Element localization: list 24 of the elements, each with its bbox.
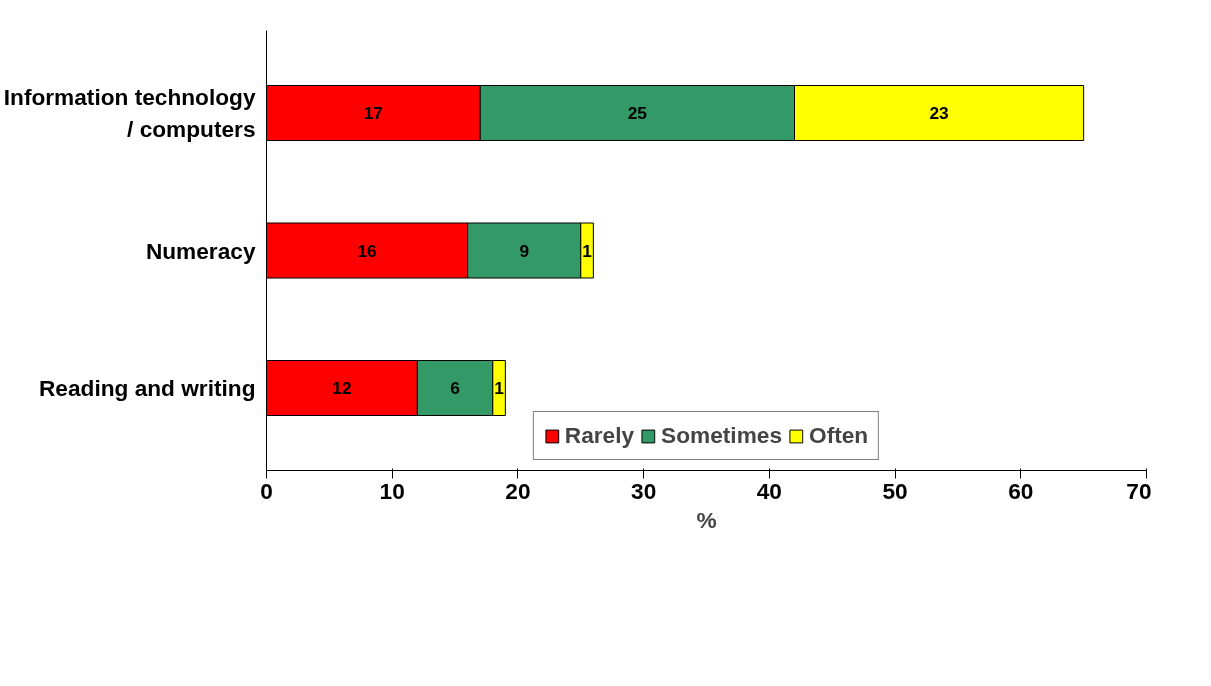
data-label: 25 [627, 103, 648, 123]
x-tick-label: 10 [379, 477, 405, 504]
x-tick-label: 0 [260, 477, 273, 504]
x-tick-label: 70 [1126, 477, 1152, 504]
x-tick-label: 30 [631, 477, 657, 504]
legend-label: Sometimes [661, 422, 783, 449]
x-tick-label: 40 [756, 477, 782, 504]
y-tick-label: Information technology / computers [3, 84, 256, 142]
x-tick-label: 20 [505, 477, 531, 504]
data-label: 16 [357, 240, 378, 261]
legend-label: Often [809, 422, 869, 449]
data-label: 9 [519, 240, 530, 261]
data-label: 1 [494, 378, 505, 398]
y-tick-label: Numeracy [145, 237, 256, 264]
x-axis-title: % [696, 506, 717, 533]
data-label: 17 [363, 103, 383, 123]
data-label: 23 [929, 103, 950, 123]
x-tick-label: 50 [882, 477, 908, 504]
legend-label: Rarely [564, 422, 635, 449]
data-label: 1 [582, 240, 593, 261]
data-label: 12 [332, 378, 352, 398]
x-tick-label: 60 [1008, 477, 1034, 504]
y-tick-label: Reading and writing [39, 375, 256, 401]
data-label: 6 [450, 378, 461, 398]
